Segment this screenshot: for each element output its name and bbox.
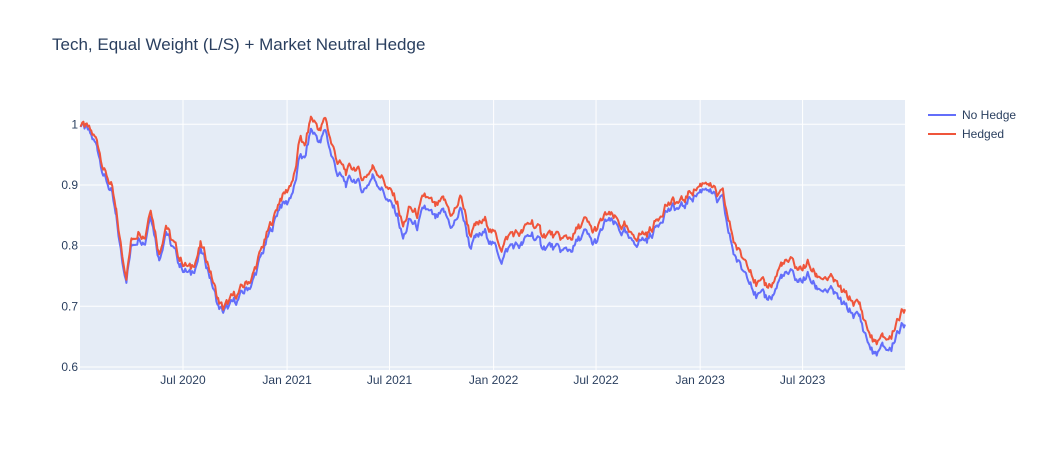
plot-area	[80, 100, 905, 370]
legend[interactable]: No Hedge Hedged	[928, 108, 1016, 141]
legend-label: Hedged	[962, 127, 1004, 141]
legend-item-hedged[interactable]: Hedged	[928, 127, 1004, 141]
x-axis: Jul 2020 Jan 2021 Jul 2021 Jan 2022 Jul 2022…	[160, 373, 825, 387]
y-tick-label: 0.9	[61, 178, 78, 192]
y-tick-label: 0.8	[61, 239, 78, 253]
y-tick-label: 1	[71, 117, 78, 131]
legend-item-no-hedge[interactable]: No Hedge	[928, 108, 1016, 122]
x-tick-label: Jan 2023	[675, 373, 725, 387]
chart-title: Tech, Equal Weight (L/S) + Market Neutra…	[52, 35, 425, 54]
x-tick-label: Jan 2022	[469, 373, 519, 387]
legend-label: No Hedge	[962, 108, 1016, 122]
y-tick-label: 0.6	[61, 360, 78, 374]
series-layer	[79, 115, 906, 357]
series-line-hedged	[79, 115, 906, 346]
x-tick-label: Jan 2021	[262, 373, 312, 387]
x-tick-label: Jul 2022	[573, 373, 619, 387]
y-tick-label: 0.7	[61, 299, 78, 313]
x-tick-label: Jul 2021	[367, 373, 413, 387]
series-line-no-hedge	[79, 122, 906, 357]
grid-lines	[80, 100, 905, 370]
x-tick-label: Jul 2020	[160, 373, 206, 387]
y-axis: 0.6 0.7 0.8 0.9 1	[61, 117, 78, 374]
x-tick-label: Jul 2023	[780, 373, 826, 387]
